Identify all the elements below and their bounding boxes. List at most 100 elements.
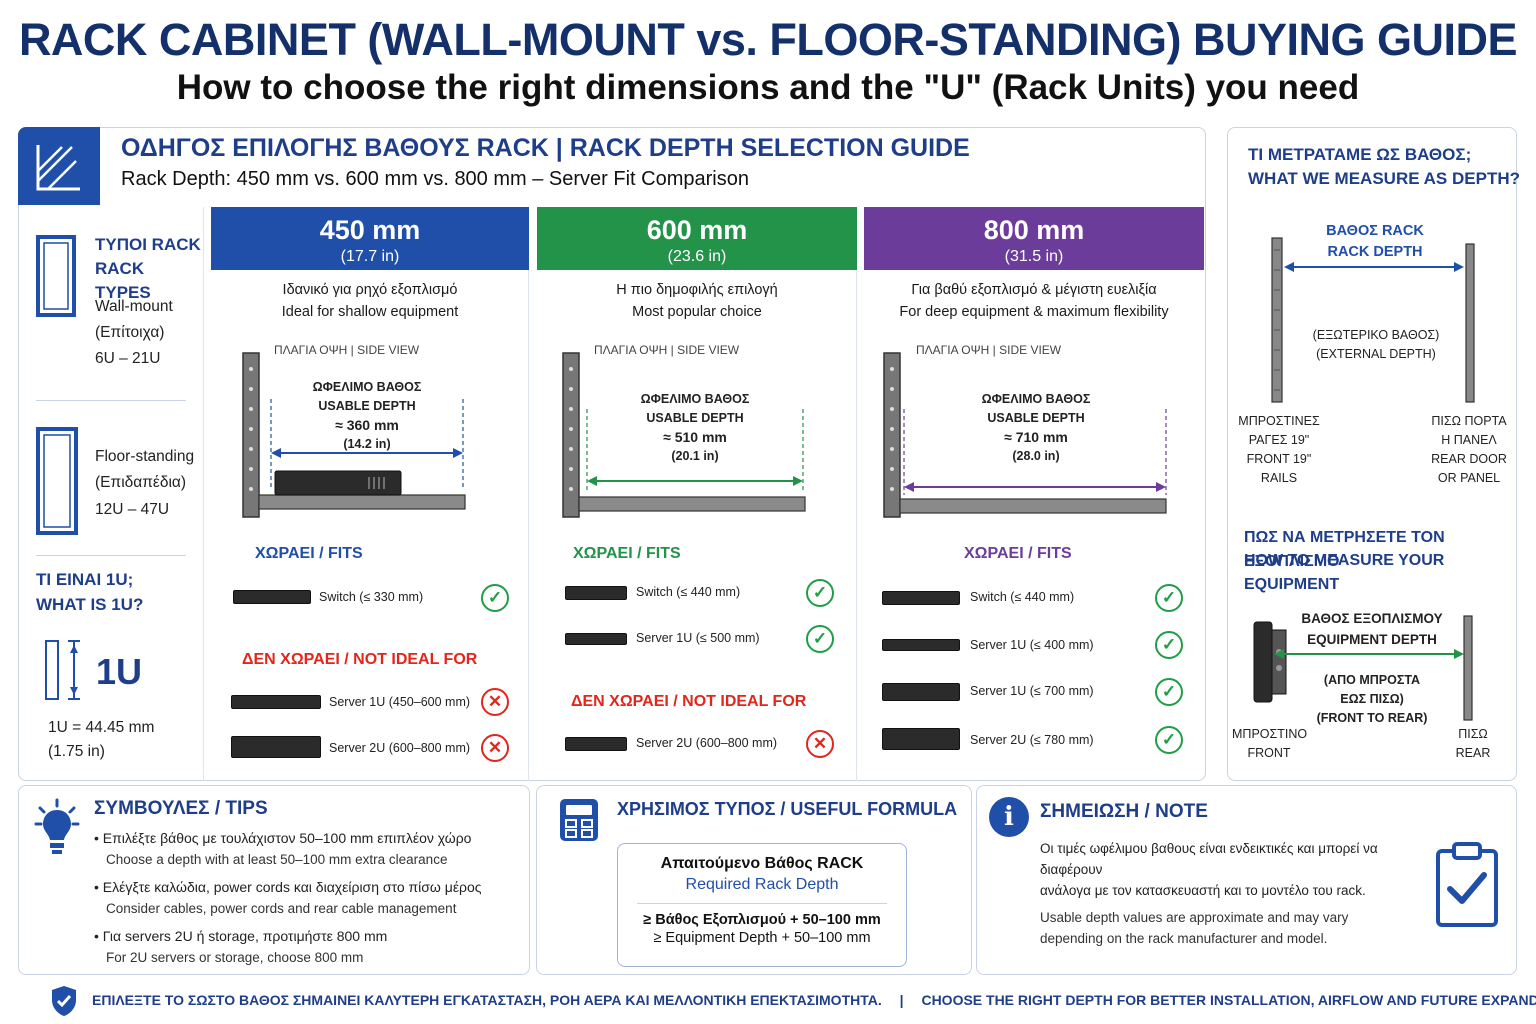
tips-list: • Επιλέξτε βάθος με τουλάχιστον 50–100 m… bbox=[94, 828, 519, 968]
note-panel bbox=[976, 785, 1517, 975]
switch-icon bbox=[233, 590, 311, 604]
page-subtitle: How to choose the right dimensions and t… bbox=[176, 68, 1360, 107]
server-1u-icon bbox=[565, 633, 627, 645]
check-icon: ✓ bbox=[806, 579, 834, 607]
wall-mount-range: 6U – 21U bbox=[95, 350, 161, 367]
description-gr: Ιδανικό για ρηχό εξοπλισμό bbox=[282, 282, 458, 298]
rear-label: ΠΙΣΩ REAR bbox=[1446, 725, 1500, 763]
equipment-depth-gr: ΒΑΘΟΣ ΕΞΟΠΛΙΣΜΟΥ bbox=[1301, 611, 1443, 626]
fits-item: Server 1U (≤ 400 mm) bbox=[970, 638, 1094, 652]
fits-label: ΧΩΡΑΕΙ / FITS bbox=[573, 545, 681, 562]
not-fit-item: Server 1U (450–600 mm) bbox=[329, 695, 471, 709]
usable-depth-mm: ≈ 510 mm bbox=[663, 429, 727, 445]
fits-item: Server 2U (≤ 780 mm) bbox=[970, 733, 1094, 747]
server-1u-icon bbox=[882, 683, 960, 701]
divider bbox=[36, 555, 186, 556]
calculator-icon bbox=[560, 799, 598, 841]
rack-depth-label: ΒΑΘΟΣ RACK RACK DEPTH bbox=[1305, 221, 1445, 263]
side-view-diagram bbox=[242, 352, 466, 518]
info-icon: i bbox=[989, 797, 1029, 837]
not-fit-row: Server 1U (450–600 mm) ✕ bbox=[231, 687, 515, 717]
not-fit-row: Server 2U (600–800 mm) ✕ bbox=[231, 732, 515, 762]
fits-item: Server 1U (≤ 500 mm) bbox=[636, 631, 760, 645]
rear-door-label: ΠΙΣΩ ΠΟΡΤΑ Η ΠΑΝΕΛ REAR DOOR OR PANEL bbox=[1426, 412, 1512, 488]
formula-box: Απαιτούμενο Βάθος RACK Required Rack Dep… bbox=[617, 843, 907, 967]
switch-icon bbox=[565, 586, 627, 600]
rear-en: REAR bbox=[1455, 746, 1491, 760]
front-en: FRONT bbox=[1247, 746, 1291, 760]
check-icon: ✓ bbox=[1155, 631, 1183, 659]
cross-icon: ✕ bbox=[481, 734, 509, 762]
floor-standing-label-gr: (Επιδαπέδια) bbox=[95, 474, 187, 491]
fits-row: Server 1U (≤ 400 mm) ✓ bbox=[882, 631, 1186, 661]
formula-divider bbox=[637, 903, 887, 904]
side-view-diagram bbox=[562, 352, 806, 518]
server-2u-icon bbox=[882, 728, 960, 750]
tips-title: ΣΥΜΒΟΥΛΕΣ / TIPS bbox=[94, 798, 268, 819]
switch-icon bbox=[882, 591, 960, 605]
footer-separator: | bbox=[899, 992, 904, 1008]
depth-in: (31.5 in) bbox=[1004, 248, 1064, 265]
usable-depth-in: (28.0 in) bbox=[1012, 449, 1060, 463]
not-fit-item: Server 2U (600–800 mm) bbox=[329, 741, 471, 755]
note-text-gr: Οι τιμές ωφέλιμου βαθους είναι ενδεικτικ… bbox=[1040, 841, 1378, 877]
rear-gr: ΠΙΣΩ bbox=[1458, 727, 1488, 741]
check-icon: ✓ bbox=[1155, 678, 1183, 706]
front-rails-label: ΜΠΡΟΣΤΙΝΕΣ ΡΑΓΕΣ 19" FRONT 19" RAILS bbox=[1236, 412, 1322, 488]
external-depth-label: (ΕΞΩΤΕΡΙΚΟ ΒΑΘΟΣ) (EXTERNAL DEPTH) bbox=[1300, 326, 1452, 364]
floor-standing-label: Floor-standing bbox=[95, 448, 195, 465]
external-depth-gr: (ΕΞΩΤΕΡΙΚΟ ΒΑΘΟΣ) bbox=[1312, 328, 1440, 342]
column-header: 800 mm (31.5 in) bbox=[864, 207, 1204, 270]
check-icon: ✓ bbox=[1155, 726, 1183, 754]
check-icon: ✓ bbox=[481, 584, 509, 612]
front-rails-text: ΜΠΡΟΣΤΙΝΕΣ bbox=[1238, 414, 1320, 428]
depth-in: (23.6 in) bbox=[667, 248, 727, 265]
depth-mm: 800 mm bbox=[983, 215, 1085, 245]
front-to-rear-label: (ΑΠΟ ΜΠΡΟΣΤΑ ΕΩΣ ΠΙΣΩ) (FRONT TO REAR) bbox=[1306, 671, 1438, 728]
not-fit-row: Server 2U (600–800 mm) ✕ bbox=[565, 729, 839, 759]
measure-title-gr: ΤΙ ΜΕΤΡΑΤΑΜΕ ΩΣ ΒΑΘΟΣ; bbox=[1248, 145, 1472, 164]
floor-standing-rack-icon bbox=[36, 427, 78, 535]
usable-depth-gr: ΩΦΕΛΙΜΟ ΒΑΘΟΣ bbox=[312, 380, 422, 394]
fits-row: Switch (≤ 330 mm) ✓ bbox=[233, 584, 513, 614]
fits-row: Switch (≤ 440 mm) ✓ bbox=[565, 579, 839, 609]
front-to-rear-text: (ΑΠΟ ΜΠΡΟΣΤΑ bbox=[1323, 673, 1421, 687]
usable-depth-en: USABLE DEPTH bbox=[318, 399, 416, 413]
usable-depth-label: ΩΦΕΛΙΜΟ ΒΑΘΟΣ USABLE DEPTH ≈ 510 mm (20.… bbox=[625, 390, 765, 466]
fits-item: Switch (≤ 440 mm) bbox=[970, 590, 1075, 604]
usable-depth-in: (14.2 in) bbox=[343, 437, 391, 451]
not-fit-label: ΔΕΝ ΧΩΡΑΕΙ / NOT IDEAL FOR bbox=[242, 651, 478, 668]
tip-item-en: Consider cables, power cords and rear ca… bbox=[106, 901, 457, 916]
column-description: Ιδανικό για ρηχό εξοπλισμό Ideal for sha… bbox=[211, 279, 529, 323]
rear-door-text: OR PANEL bbox=[1437, 471, 1501, 485]
wall-mount-rack-icon bbox=[36, 235, 76, 317]
external-depth-en: (EXTERNAL DEPTH) bbox=[1316, 347, 1436, 361]
fits-label: ΧΩΡΑΕΙ / FITS bbox=[964, 545, 1072, 562]
note-text-gr: ανάλογα με τον κατασκευαστή και το μοντέ… bbox=[1040, 883, 1366, 898]
footer-text-en: CHOOSE THE RIGHT DEPTH FOR BETTER INSTAL… bbox=[921, 992, 1536, 1008]
fits-row: Switch (≤ 440 mm) ✓ bbox=[882, 584, 1186, 614]
guide-title: ΟΔΗΓΟΣ ΕΠΙΛΟΓΗΣ ΒΑΘΟΥΣ RACK | RACK DEPTH… bbox=[121, 134, 970, 162]
rear-door-text: Η ΠΑΝΕΛ bbox=[1441, 433, 1497, 447]
side-view-label: ΠΛΑΓΙΑ ΟΨΗ | SIDE VIEW bbox=[594, 343, 740, 357]
divider bbox=[36, 400, 186, 401]
clipboard-check-icon bbox=[1436, 842, 1498, 927]
footer-text-gr: ΕΠΙΛΕΞΤΕ ΤΟ ΣΩΣΤΟ ΒΑΘΟΣ ΣΗΜΑΙΝΕΙ ΚΑΛΥΤΕΡ… bbox=[92, 992, 882, 1008]
tip-item-gr: • Για servers 2U ή storage, προτιμήστε 8… bbox=[94, 928, 388, 944]
usable-depth-gr: ΩΦΕΛΙΜΟ ΒΑΘΟΣ bbox=[981, 392, 1091, 406]
column-800mm: 800 mm (31.5 in) Για βαθύ εξοπλισμό & μέ… bbox=[864, 207, 1204, 781]
check-icon: ✓ bbox=[806, 625, 834, 653]
cross-icon: ✕ bbox=[806, 730, 834, 758]
1u-label: 1U bbox=[96, 651, 143, 692]
column-description: Για βαθύ εξοπλισμό & μέγιστη ευελιξία Fo… bbox=[864, 279, 1204, 323]
formula-heading-gr: Απαιτούμενο Βάθος RACK bbox=[660, 855, 864, 872]
rack-types-heading-gr: ΤΥΠΟΙ RACK bbox=[95, 235, 201, 254]
fits-row: Server 1U (≤ 500 mm) ✓ bbox=[565, 625, 839, 655]
fits-item: Switch (≤ 330 mm) bbox=[319, 590, 424, 604]
not-fit-label: ΔΕΝ ΧΩΡΑΕΙ / NOT IDEAL FOR bbox=[571, 693, 807, 710]
rack-types-sidebar: ΤΥΠΟΙ RACK RACK TYPES Wall-mount (Επίτοι… bbox=[18, 207, 204, 781]
how-to-measure-gr: ΠΩΣ ΝΑ ΜΕΤΡΗΣΕΤΕ ΤΟΝ ΕΞΟΠΛΙΣΜΟ bbox=[1244, 529, 1445, 570]
server-2u-icon bbox=[231, 736, 321, 758]
usable-depth-gr: ΩΦΕΛΙΜΟ ΒΑΘΟΣ bbox=[640, 392, 750, 406]
front-rails-text: FRONT 19" bbox=[1246, 452, 1312, 466]
